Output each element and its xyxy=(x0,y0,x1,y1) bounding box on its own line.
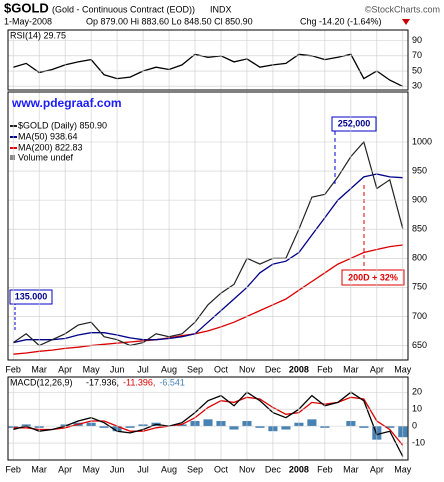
legend-label: -11.396, xyxy=(123,377,155,387)
y-tick-label: -10 xyxy=(412,437,425,447)
site: www.pdegraaf.com xyxy=(11,96,122,110)
panel xyxy=(8,92,408,360)
quote: Op 879.00 Hi 883.60 Lo 848.50 Cl 850.90 xyxy=(86,16,253,26)
panel-frame xyxy=(7,29,409,91)
legend-label: MA(200) 822.83 xyxy=(18,142,83,152)
x-tick-label: May xyxy=(83,464,101,474)
x-tick-label: Jun xyxy=(110,364,125,374)
x-tick-label: Apr xyxy=(370,364,384,374)
x-tick-label: Feb xyxy=(317,364,333,374)
x-tick-label: Feb xyxy=(5,364,21,374)
y-tick-label: 0 xyxy=(412,420,417,430)
down-arrow xyxy=(402,19,410,25)
x-tick-label: Jul xyxy=(137,364,149,374)
panel-frame xyxy=(7,91,409,361)
panel xyxy=(8,377,408,460)
x-tick-label: Mar xyxy=(343,364,359,374)
series-line xyxy=(13,53,404,87)
y-tick-label: 700 xyxy=(412,311,427,321)
x-tick-label: Sep xyxy=(187,464,203,474)
exchange: INDX xyxy=(210,4,232,14)
y-tick-label: 1000 xyxy=(412,136,432,146)
x-tick-label: Sep xyxy=(187,364,203,374)
x-tick-label: Jun xyxy=(110,464,125,474)
histogram-bar xyxy=(255,426,265,428)
y-tick-label: 10 xyxy=(412,404,422,414)
histogram-bar xyxy=(21,424,31,427)
y-tick-label: 90 xyxy=(412,35,422,45)
x-tick-label: Dec xyxy=(265,364,282,374)
annotation: 135.000 xyxy=(15,291,48,301)
y-tick-label: 70 xyxy=(412,50,422,60)
y-tick-label: 800 xyxy=(412,253,427,263)
series-line xyxy=(13,391,404,457)
histogram-bar xyxy=(99,426,109,428)
histogram-bar xyxy=(229,426,239,430)
instrument-name: (Gold - Continuous Contract (EOD)) xyxy=(52,4,195,14)
histogram-bar xyxy=(385,426,395,428)
x-tick-label: Oct xyxy=(214,364,229,374)
x-tick-label: 2008 xyxy=(289,464,309,474)
legend-label: -17.936, xyxy=(86,377,119,387)
x-tick-label: Oct xyxy=(214,464,229,474)
histogram-bar xyxy=(281,426,291,430)
macd-title: MACD(12,26,9) xyxy=(10,377,73,387)
y-tick-label: 30 xyxy=(412,81,422,91)
change: Chg -14.20 (-1.64%) xyxy=(300,16,382,26)
y-tick-label: 650 xyxy=(412,340,427,350)
date: 1-May-2008 xyxy=(4,16,52,26)
x-tick-label: Mar xyxy=(31,364,47,374)
x-tick-label: Aug xyxy=(161,464,177,474)
histogram-bar xyxy=(359,426,369,428)
x-tick-label: Nov xyxy=(239,464,256,474)
histogram-bar xyxy=(125,426,135,428)
y-tick-label: 750 xyxy=(412,282,427,292)
y-tick-label: 950 xyxy=(412,165,427,175)
x-tick-label: Nov xyxy=(239,364,256,374)
annotation-box xyxy=(331,116,377,132)
x-tick-label: Mar xyxy=(31,464,47,474)
x-tick-label: Apr xyxy=(58,364,72,374)
x-tick-label: Dec xyxy=(265,464,282,474)
y-tick-label: 50 xyxy=(412,65,422,75)
y-tick-label: 850 xyxy=(412,224,427,234)
volume-label: Volume undef xyxy=(18,152,74,162)
x-tick-label: May xyxy=(394,364,412,374)
copyright: ©StockCharts.com xyxy=(365,4,440,14)
histogram-bar xyxy=(203,419,213,427)
x-tick-label: May xyxy=(394,464,412,474)
x-tick-label: Apr xyxy=(58,464,72,474)
annotation-box xyxy=(9,289,53,305)
volume-swatch xyxy=(10,155,15,160)
x-tick-label: Feb xyxy=(317,464,333,474)
x-tick-label: May xyxy=(83,364,101,374)
legend-label: -6.541 xyxy=(159,377,185,387)
histogram-bar xyxy=(307,419,317,427)
histogram-bar xyxy=(177,424,187,427)
x-tick-label: Mar xyxy=(343,464,359,474)
series-line xyxy=(13,244,403,355)
x-tick-label: Apr xyxy=(370,464,384,474)
panel xyxy=(8,30,408,90)
annotation: 200D + 32% xyxy=(348,272,398,282)
y-tick-label: 20 xyxy=(412,387,422,397)
rsi-title: RSI(14) 29.75 xyxy=(10,30,66,40)
annotation-box xyxy=(341,269,405,286)
symbol: $GOLD xyxy=(4,0,49,15)
series-line xyxy=(12,140,404,347)
x-tick-label: Aug xyxy=(161,364,177,374)
x-tick-label: 2008 xyxy=(289,364,309,374)
legend-label: MA(50) 938.64 xyxy=(18,131,78,141)
x-tick-label: Jul xyxy=(137,464,149,474)
panel-frame xyxy=(7,376,409,461)
legend-label: $GOLD (Daily) 850.90 xyxy=(18,120,107,130)
annotation: 252,000 xyxy=(338,118,371,128)
y-tick-label: 900 xyxy=(412,195,427,205)
x-tick-label: Feb xyxy=(5,464,21,474)
